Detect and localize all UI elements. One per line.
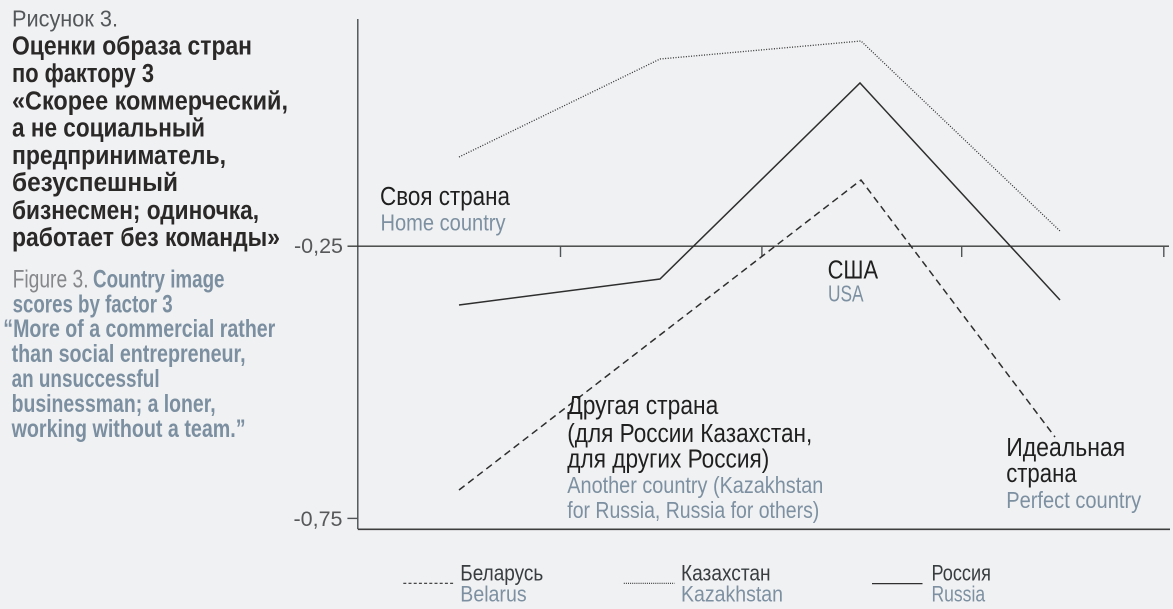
svg-text:Оценки образа стран: Оценки образа стран <box>12 33 252 61</box>
svg-text:Belarus: Belarus <box>460 581 526 606</box>
svg-text:а не социальный: а не социальный <box>12 115 205 143</box>
svg-text:Другая страна: Другая страна <box>567 392 719 420</box>
svg-text:than social entrepreneur,: than social entrepreneur, <box>12 340 246 368</box>
svg-text:Рисунок 3.: Рисунок 3. <box>12 6 118 32</box>
svg-text:scores by factor 3: scores by factor 3 <box>13 291 173 319</box>
svg-text:Kazakhstan: Kazakhstan <box>681 581 783 606</box>
svg-text:Своя страна: Своя страна <box>380 183 511 211</box>
svg-text:предприниматель,: предприниматель, <box>12 142 226 170</box>
svg-text:Perfect country: Perfect country <box>1006 487 1141 513</box>
svg-text:for Russia, Russia for others): for Russia, Russia for others) <box>567 497 819 523</box>
svg-text:Country image: Country image <box>93 266 225 294</box>
svg-text:-0,75: -0,75 <box>293 507 342 531</box>
svg-text:Беларусь: Беларусь <box>460 560 543 585</box>
svg-text:Россия: Россия <box>932 560 991 585</box>
svg-text:Russia: Russia <box>932 581 986 606</box>
svg-text:Figure 3.: Figure 3. <box>13 266 89 294</box>
svg-text:-0,25: -0,25 <box>294 234 343 258</box>
svg-text:работает без команды»: работает без команды» <box>12 224 280 252</box>
svg-text:USA: USA <box>828 280 864 306</box>
svg-text:Another country (Kazakhstan: Another country (Kazakhstan <box>567 472 823 498</box>
svg-text:США: США <box>828 256 879 284</box>
svg-text:“More of a commercial rather: “More of a commercial rather <box>3 315 275 343</box>
svg-text:«Скорее коммерческий,: «Скорее коммерческий, <box>12 88 288 116</box>
svg-text:для других Россия): для других Россия) <box>567 445 769 473</box>
svg-text:Идеальная: Идеальная <box>1006 434 1125 462</box>
svg-text:an unsuccessful: an unsuccessful <box>12 365 160 393</box>
svg-text:businessman; a loner,: businessman; a loner, <box>12 390 216 418</box>
svg-text:безуспешный: безуспешный <box>12 169 178 197</box>
svg-text:Home country: Home country <box>381 210 506 236</box>
svg-text:Казахстан: Казахстан <box>681 560 771 585</box>
svg-text:бизнесмен; одиночка,: бизнесмен; одиночка, <box>12 197 259 225</box>
svg-text:страна: страна <box>1006 460 1077 488</box>
svg-text:(для России Казахстан,: (для России Казахстан, <box>567 420 812 448</box>
svg-text:по фактору 3: по фактору 3 <box>12 60 154 88</box>
svg-text:working without a team.”: working without a team.” <box>11 415 246 443</box>
